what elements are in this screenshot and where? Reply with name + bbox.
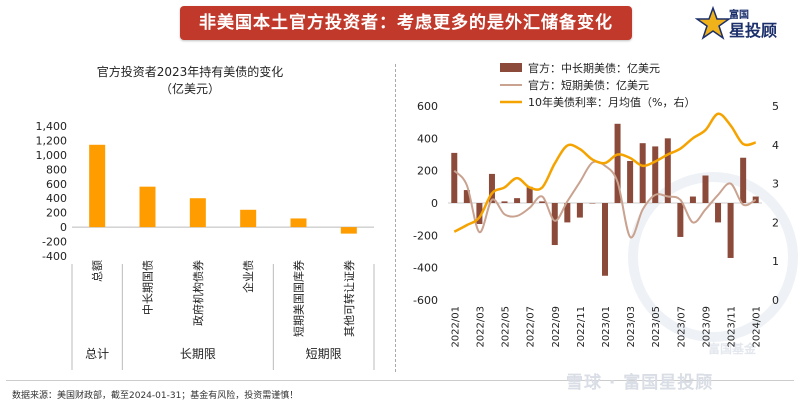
star-icon <box>695 6 731 40</box>
watermark-fund-logo: 富国基金 <box>708 342 757 356</box>
x-tick-label: 2023/11 <box>727 306 738 348</box>
bar <box>451 152 458 203</box>
bar <box>463 190 470 203</box>
y-right-tick-label: 4 <box>772 139 779 152</box>
y-tick-label: 600 <box>46 178 67 191</box>
watermark-circle <box>628 172 798 342</box>
bar <box>614 123 621 203</box>
chart-title: 官方投资者2023年持有美债的变化 <box>97 64 284 79</box>
y-right-tick-label: 5 <box>772 100 779 113</box>
x-tick-label: 2023/05 <box>651 306 662 348</box>
bar <box>514 198 521 203</box>
bar <box>576 203 583 218</box>
watermark-text: 雪球 · 富国星投顾 <box>566 373 714 393</box>
page-title: 非美国本土官方投资者：考虑更多的是外汇储备变化 <box>199 13 613 33</box>
bar <box>727 203 734 258</box>
footer-divider <box>6 380 794 381</box>
legend-swatch-bar <box>500 63 522 72</box>
category-label: 企业债 <box>241 260 255 293</box>
y-left-tick-label: 600 <box>417 100 438 113</box>
x-tick-label: 2022/03 <box>475 306 486 348</box>
x-tick-label: 2023/03 <box>626 306 637 348</box>
x-tick-label: 2024/01 <box>752 306 763 348</box>
group-label: 短期限 <box>306 347 342 361</box>
bar <box>189 198 206 228</box>
y-tick-label: 200 <box>46 207 67 220</box>
bar <box>488 173 495 203</box>
title-banner: 非美国本土官方投资者：考虑更多的是外汇储备变化 <box>180 6 632 40</box>
y-left-tick-label: -400 <box>413 262 438 275</box>
bar <box>702 175 709 203</box>
bar <box>501 201 508 203</box>
y-right-tick-label: 2 <box>772 216 779 229</box>
bar <box>602 203 608 276</box>
x-tick-label: 2022/11 <box>576 306 587 348</box>
x-tick-label: 2022/05 <box>501 306 512 348</box>
y-tick-label: 1,000 <box>36 149 68 162</box>
short-term-line <box>453 160 757 239</box>
legend-label: 官方：短期美债：亿美元 <box>528 78 649 92</box>
bar <box>664 138 671 203</box>
y-right-tick-label: 1 <box>772 255 779 268</box>
bar <box>526 186 533 203</box>
category-label: 其他可转让证券 <box>342 260 356 337</box>
category-label: 政府机构债券 <box>191 260 205 326</box>
y-tick-label: 0 <box>60 221 67 234</box>
bar <box>476 203 483 225</box>
logo-top-text: 富国 <box>729 10 749 21</box>
y-tick-label: 1,200 <box>36 134 68 147</box>
y-left-tick-label: 200 <box>417 165 438 178</box>
y-left-tick-label: 400 <box>417 132 438 145</box>
legend-label: 10年美债利率：月均值（%，右） <box>528 95 695 109</box>
bar <box>627 160 634 203</box>
x-tick-label: 2022/01 <box>450 306 461 348</box>
bar <box>740 157 747 203</box>
bar <box>240 209 257 228</box>
chart-divider <box>395 64 396 372</box>
bar <box>639 143 646 203</box>
x-tick-label: 2023/09 <box>701 306 712 348</box>
rate-line <box>453 112 757 233</box>
bar <box>340 227 357 234</box>
logo-main-text: 星投顾 <box>729 21 778 40</box>
bar <box>551 203 558 246</box>
y-tick-label: -400 <box>42 250 67 263</box>
bar <box>139 186 156 228</box>
y-tick-label: 800 <box>46 163 67 176</box>
group-label: 长期限 <box>180 347 216 361</box>
group-label: 总计 <box>85 347 109 361</box>
x-tick-label: 2022/07 <box>526 306 537 348</box>
legend-label: 官方：中长期美债：亿美元 <box>528 61 660 75</box>
y-tick-label: 400 <box>46 192 67 205</box>
y-right-tick-label: 3 <box>772 178 779 191</box>
y-left-tick-label: 0 <box>431 197 438 210</box>
y-right-tick-label: 0 <box>772 294 779 307</box>
brand-logo: 富国 星投顾 <box>693 4 793 44</box>
bar <box>589 203 596 204</box>
x-tick-label: 2022/09 <box>551 306 562 348</box>
bar <box>539 201 546 203</box>
bar <box>715 203 722 223</box>
chart-subtitle: （亿美元） <box>160 81 220 96</box>
bar <box>564 203 571 223</box>
bar <box>677 203 684 237</box>
x-tick-label: 2023/07 <box>676 306 687 348</box>
y-left-tick-label: -600 <box>413 294 438 307</box>
y-tick-label: -200 <box>42 236 67 249</box>
category-label: 短期美国国库券 <box>292 260 306 337</box>
y-left-tick-label: -200 <box>413 229 438 242</box>
bar <box>689 196 696 203</box>
x-tick-label: 2023/01 <box>601 306 612 348</box>
bar <box>652 146 659 203</box>
bar <box>89 144 106 228</box>
data-source: 数据来源：美国财政部，截至2024-01-31；基金有风险，投资需谨慎！ <box>12 391 299 401</box>
category-label: 中长期国债 <box>141 260 155 315</box>
y-tick-label: 1,400 <box>36 120 68 133</box>
bar <box>290 218 307 228</box>
category-label: 总额 <box>90 260 104 282</box>
